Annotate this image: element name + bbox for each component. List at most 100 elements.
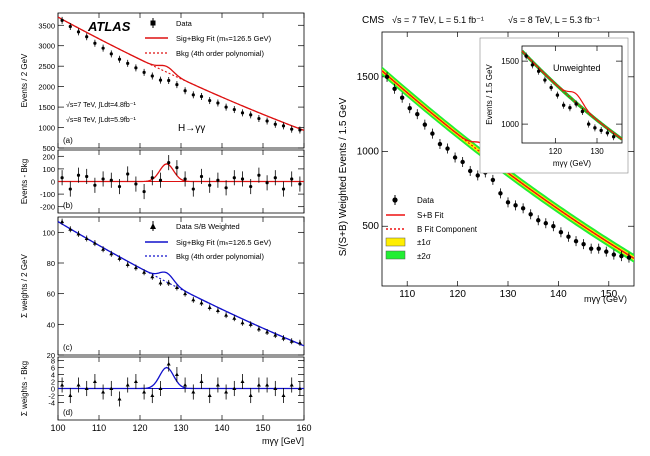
- inset-data-point: [555, 93, 560, 97]
- data-point: [256, 326, 261, 331]
- inset-data-point: [568, 106, 572, 110]
- y-axis-label: Events - Bkg: [20, 159, 29, 204]
- legend-weighted-data-marker: [150, 221, 156, 231]
- y-tick-label: 1500: [38, 103, 55, 112]
- cms-legend-fit-label: S+B Fit: [417, 211, 444, 220]
- data-point: [240, 111, 245, 115]
- inset-data-point: [586, 122, 591, 126]
- data-point: [289, 339, 294, 343]
- y-tick-label: 40: [47, 320, 55, 329]
- data-point: [407, 106, 412, 111]
- data-point: [528, 212, 533, 217]
- data-point: [468, 168, 473, 174]
- data-point: [215, 308, 220, 313]
- y-tick-label: 8: [51, 357, 55, 366]
- y-tick-label: -2: [48, 392, 55, 401]
- residual-point: [92, 379, 97, 383]
- data-point: [297, 340, 302, 345]
- signal-fit-curve: [58, 366, 304, 390]
- panel-tag: (d): [63, 408, 73, 417]
- residual-point: [175, 166, 179, 170]
- inset-data-point: [536, 69, 541, 73]
- data-point: [498, 191, 503, 196]
- data-point: [611, 252, 617, 257]
- data-point: [475, 173, 480, 178]
- residual-point: [142, 189, 146, 194]
- residual-point: [232, 386, 237, 390]
- data-point: [93, 41, 97, 45]
- x-tick-label: 140: [214, 423, 229, 433]
- data-point: [183, 291, 188, 296]
- cms-y-axis-label: S/(S+B) Weighted Events / 1.5 GeV: [338, 97, 349, 256]
- residual-point: [109, 178, 113, 182]
- legend-bkg-label: Bkg (4th order polynomial): [176, 49, 264, 58]
- data-point: [183, 89, 187, 93]
- x-tick-label: 150: [255, 423, 270, 433]
- atlas-logo: ATLAS: [87, 19, 131, 34]
- residual-point: [125, 383, 130, 387]
- residual-point: [265, 181, 269, 185]
- data-point: [109, 52, 113, 56]
- data-point: [536, 218, 541, 223]
- data-point: [298, 128, 302, 132]
- cms-legend-1sigma-label: ±1σ: [417, 238, 431, 247]
- data-point: [445, 146, 450, 151]
- inset-data-point: [524, 54, 528, 58]
- data-point: [384, 74, 390, 80]
- data-point: [240, 320, 245, 325]
- data-point: [191, 93, 195, 97]
- data-point: [249, 113, 253, 117]
- atlas-legend-c: Data S/B Weighted Sig+Bkg Fit (mₕ=126.5 …: [145, 221, 272, 261]
- data-point: [248, 322, 253, 326]
- data-point: [551, 224, 556, 229]
- data-point: [109, 251, 114, 256]
- y-axis-label: Σ weights - Bkg: [20, 361, 29, 416]
- sig-bkg-fit-curve: [57, 221, 305, 347]
- x-tick-label: 150: [600, 289, 617, 300]
- x-tick-label: 130: [173, 423, 188, 433]
- data-point: [573, 238, 579, 244]
- residual-point: [60, 383, 65, 387]
- residual-point: [167, 161, 171, 165]
- cms-inset-plot: 120 130 1000 1500 Events / 1.5 GeV mγγ (GeV): [479, 37, 629, 174]
- y-tick-label: 1500: [501, 57, 519, 66]
- panel-tag: (a): [63, 136, 73, 145]
- y-tick-label: 500: [362, 221, 379, 232]
- data-point: [460, 159, 465, 165]
- residual-point: [166, 362, 171, 366]
- residual-point: [142, 390, 147, 394]
- inset-background: [479, 37, 629, 174]
- inset-data-point: [580, 109, 585, 114]
- data-point: [150, 74, 154, 78]
- residual-point: [68, 187, 72, 191]
- x-tick-label: 160: [296, 423, 311, 433]
- residual-point: [191, 390, 196, 394]
- x-tick-label: 120: [132, 423, 147, 433]
- inset-data-point: [543, 78, 547, 82]
- residual-point: [265, 383, 270, 387]
- sig-bkg-fit-curve: [57, 16, 305, 132]
- data-point: [60, 18, 64, 22]
- data-point: [422, 122, 428, 127]
- residual-point: [101, 177, 105, 181]
- inset-x-axis-label: mγγ (GeV): [553, 159, 592, 168]
- x-tick-label: 130: [590, 147, 604, 156]
- residual-point: [273, 386, 278, 390]
- y-tick-label: 1000: [357, 147, 380, 158]
- panel-tag: (c): [63, 343, 73, 352]
- signal-fit-curve: [58, 163, 304, 183]
- x-tick-label: 140: [550, 289, 567, 300]
- residual-point: [93, 183, 97, 187]
- inset-data-point: [599, 128, 603, 133]
- x-tick-label: 130: [500, 289, 517, 300]
- data-point: [125, 262, 130, 267]
- residual-point: [257, 173, 261, 177]
- residual-point: [174, 372, 179, 376]
- y-tick-label: -4: [48, 399, 55, 408]
- x-tick-label: 120: [549, 147, 563, 156]
- data-point: [207, 305, 212, 309]
- data-point: [437, 141, 443, 147]
- y-tick-label: 2500: [38, 62, 55, 71]
- residual-point: [240, 379, 245, 383]
- data-point: [265, 119, 269, 123]
